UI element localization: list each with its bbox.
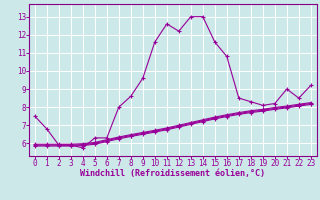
X-axis label: Windchill (Refroidissement éolien,°C): Windchill (Refroidissement éolien,°C) bbox=[80, 169, 265, 178]
